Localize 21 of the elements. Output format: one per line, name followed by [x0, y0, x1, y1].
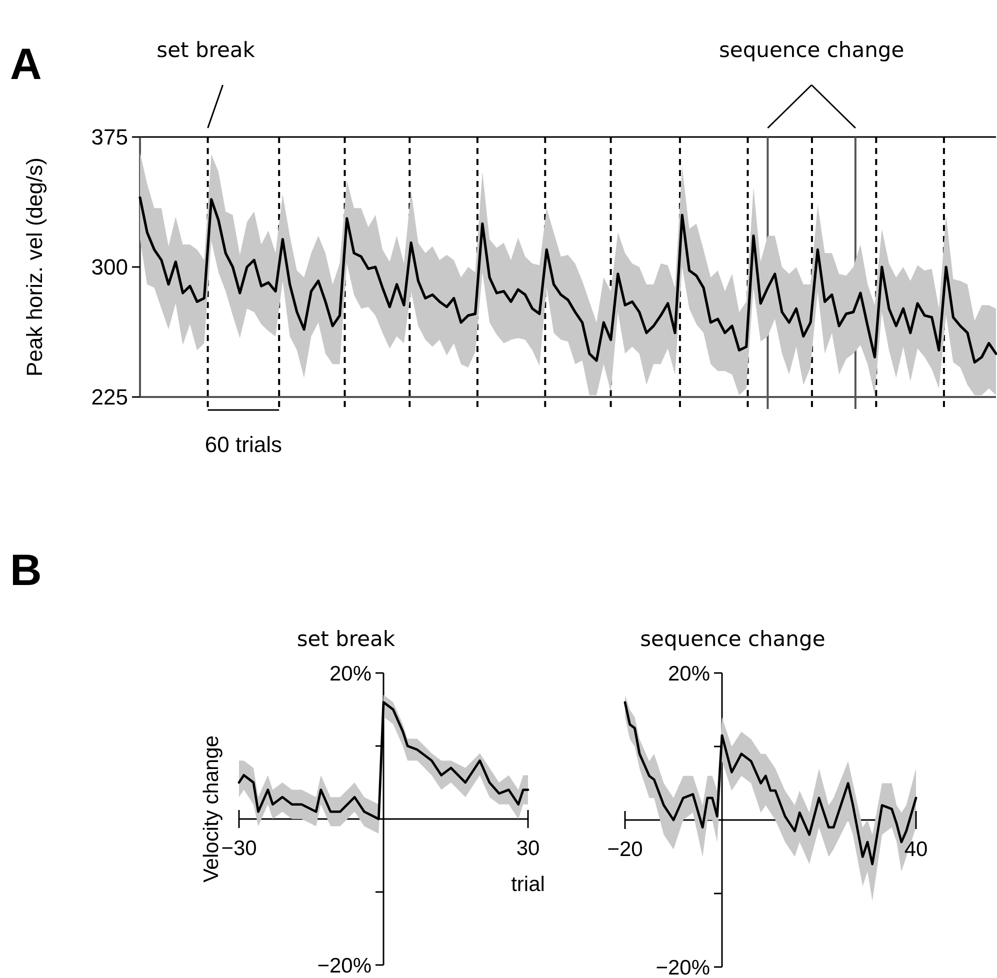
y-tick-label: 20% [329, 662, 372, 686]
x-tick-label: −30 [221, 837, 257, 860]
y-axis-title: Peak horiz. vel (deg/s) [22, 158, 47, 376]
x-tick-label: −20 [607, 838, 643, 861]
y-tick-label: 375 [91, 124, 128, 150]
chart-title: set break [296, 627, 396, 651]
text: sequence change [718, 38, 904, 62]
text: A [10, 40, 42, 89]
y-tick-label: 20% [668, 662, 710, 686]
text: B [10, 546, 42, 595]
y-tick-label: −20% [317, 954, 372, 978]
x-tick-label: 40 [904, 838, 928, 861]
y-tick-label: 225 [91, 384, 128, 410]
text: 60 trials [204, 432, 282, 457]
chart-title: sequence change [640, 627, 826, 651]
x-tick-label: 30 [516, 837, 540, 860]
y-tick-label: −20% [656, 956, 710, 978]
x-axis-title: trial [511, 873, 545, 896]
y-axis-title: Velocity change [200, 735, 223, 883]
y-tick-label: 300 [91, 254, 128, 280]
text: set break [156, 38, 256, 62]
